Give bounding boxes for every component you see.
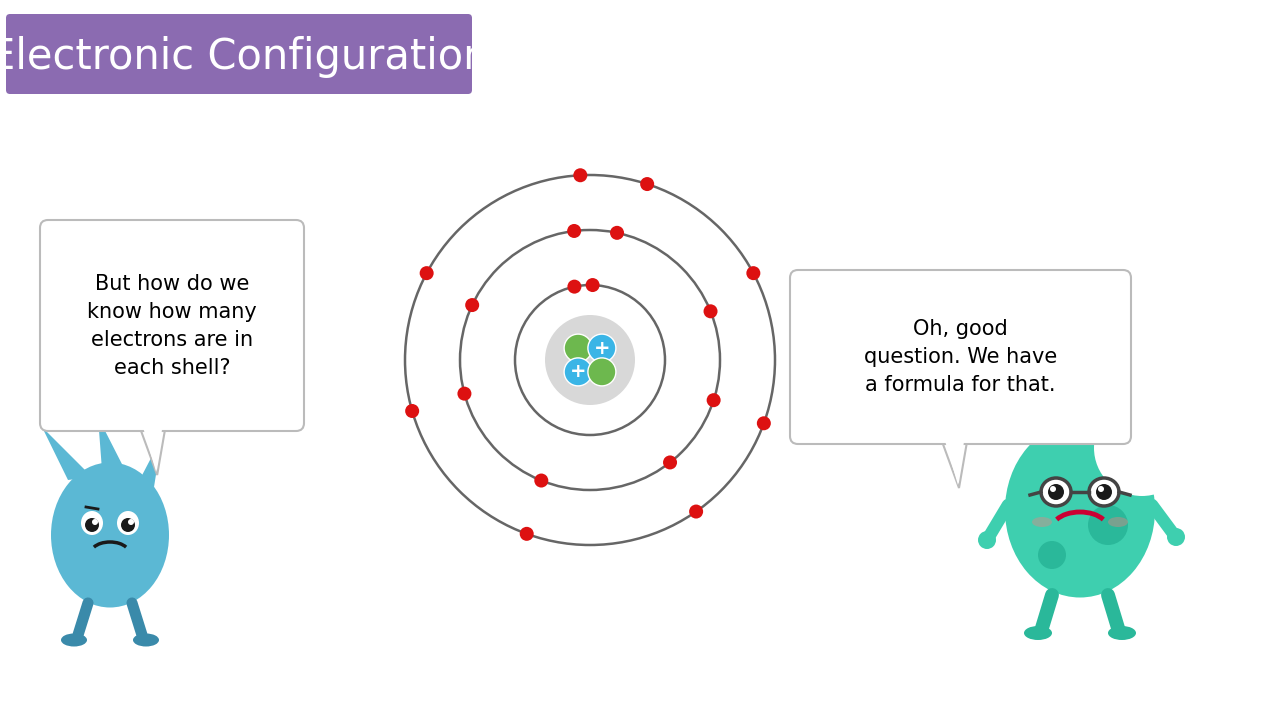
Circle shape: [1038, 541, 1066, 569]
Circle shape: [545, 315, 635, 405]
Text: Electronic Configuration: Electronic Configuration: [0, 36, 489, 78]
Circle shape: [573, 168, 588, 182]
Circle shape: [588, 334, 616, 362]
Polygon shape: [42, 427, 92, 480]
Circle shape: [1098, 486, 1103, 492]
Circle shape: [1050, 486, 1056, 492]
Ellipse shape: [1108, 517, 1128, 527]
Polygon shape: [940, 436, 968, 488]
Circle shape: [1167, 528, 1185, 546]
Circle shape: [746, 266, 760, 280]
Circle shape: [457, 387, 471, 400]
Circle shape: [122, 518, 134, 532]
Polygon shape: [99, 417, 125, 472]
Text: But how do we
know how many
electrons are in
each shell?: But how do we know how many electrons ar…: [87, 274, 257, 377]
Circle shape: [663, 456, 677, 469]
Circle shape: [128, 519, 134, 525]
Circle shape: [567, 224, 581, 238]
Circle shape: [978, 531, 996, 549]
Text: Oh, good
question. We have
a formula for that.: Oh, good question. We have a formula for…: [864, 319, 1057, 395]
Circle shape: [704, 305, 718, 318]
FancyBboxPatch shape: [40, 220, 305, 431]
Circle shape: [586, 278, 599, 292]
Circle shape: [564, 334, 593, 362]
Circle shape: [567, 279, 581, 294]
Circle shape: [1088, 505, 1128, 545]
Circle shape: [84, 518, 99, 532]
FancyBboxPatch shape: [790, 270, 1132, 444]
Circle shape: [1094, 400, 1190, 496]
Circle shape: [611, 226, 625, 240]
Circle shape: [1096, 484, 1112, 500]
Text: +: +: [570, 362, 586, 382]
Ellipse shape: [1005, 423, 1155, 598]
Ellipse shape: [1041, 478, 1071, 506]
Ellipse shape: [1032, 517, 1052, 527]
Text: +: +: [594, 338, 611, 358]
Circle shape: [588, 358, 616, 386]
Polygon shape: [138, 437, 163, 487]
Ellipse shape: [81, 511, 102, 535]
Circle shape: [520, 527, 534, 541]
Circle shape: [707, 393, 721, 408]
Circle shape: [465, 298, 479, 312]
Polygon shape: [943, 434, 965, 485]
Ellipse shape: [133, 634, 159, 647]
Circle shape: [640, 177, 654, 191]
Polygon shape: [138, 423, 166, 475]
Circle shape: [1048, 484, 1064, 500]
FancyBboxPatch shape: [6, 14, 472, 94]
Ellipse shape: [61, 634, 87, 647]
Circle shape: [534, 474, 548, 487]
Ellipse shape: [51, 462, 169, 608]
Circle shape: [420, 266, 434, 280]
Ellipse shape: [1089, 478, 1119, 506]
Circle shape: [564, 358, 593, 386]
Circle shape: [406, 404, 419, 418]
Circle shape: [92, 519, 99, 525]
Polygon shape: [141, 421, 163, 472]
Circle shape: [689, 505, 703, 518]
Ellipse shape: [1024, 626, 1052, 640]
Ellipse shape: [1108, 626, 1137, 640]
Circle shape: [756, 416, 771, 431]
Ellipse shape: [116, 511, 140, 535]
